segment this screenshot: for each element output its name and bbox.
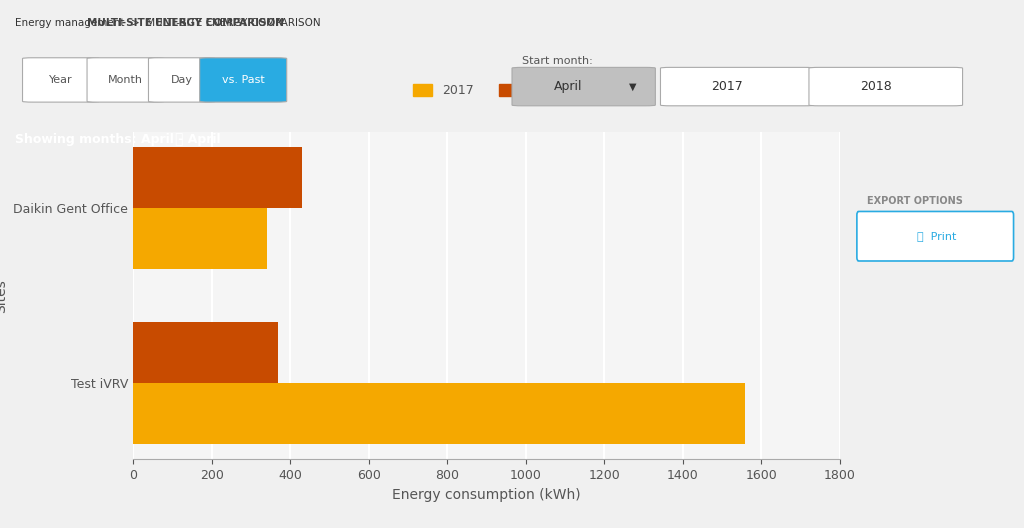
Text: MULTI-SITE ENERGY COMPARISON: MULTI-SITE ENERGY COMPARISON xyxy=(87,18,284,28)
FancyBboxPatch shape xyxy=(512,68,655,106)
FancyBboxPatch shape xyxy=(200,58,287,102)
Text: ▼: ▼ xyxy=(629,82,637,91)
Text: Start month:: Start month: xyxy=(522,56,593,65)
FancyBboxPatch shape xyxy=(148,58,215,102)
Text: 2018: 2018 xyxy=(859,80,892,93)
Text: 2017: 2017 xyxy=(711,80,743,93)
Y-axis label: Sites: Sites xyxy=(0,279,8,313)
FancyBboxPatch shape xyxy=(23,58,99,102)
Text: April: April xyxy=(554,80,583,93)
Text: vs. Past: vs. Past xyxy=(222,75,264,85)
FancyBboxPatch shape xyxy=(660,68,814,106)
FancyBboxPatch shape xyxy=(857,211,1014,261)
Bar xyxy=(133,147,302,208)
Text: Day: Day xyxy=(171,75,193,85)
Bar xyxy=(133,383,745,445)
Legend: 2017, 2018: 2017, 2018 xyxy=(409,79,564,102)
Text: Month: Month xyxy=(108,75,143,85)
Bar xyxy=(133,208,266,269)
Text: Showing months: April - April: Showing months: April - April xyxy=(15,133,221,146)
Text: ⓘ: ⓘ xyxy=(174,133,182,146)
Text: EXPORT OPTIONS: EXPORT OPTIONS xyxy=(867,196,964,206)
Text: Energy management  >  MULTI-SITE ENERGY COMPARISON: Energy management > MULTI-SITE ENERGY CO… xyxy=(15,18,321,28)
Bar xyxy=(133,322,279,383)
FancyBboxPatch shape xyxy=(809,68,963,106)
Text: 🖨  Print: 🖨 Print xyxy=(918,231,956,241)
X-axis label: Energy consumption (kWh): Energy consumption (kWh) xyxy=(392,488,581,502)
Text: Year: Year xyxy=(49,75,73,85)
FancyBboxPatch shape xyxy=(87,58,164,102)
